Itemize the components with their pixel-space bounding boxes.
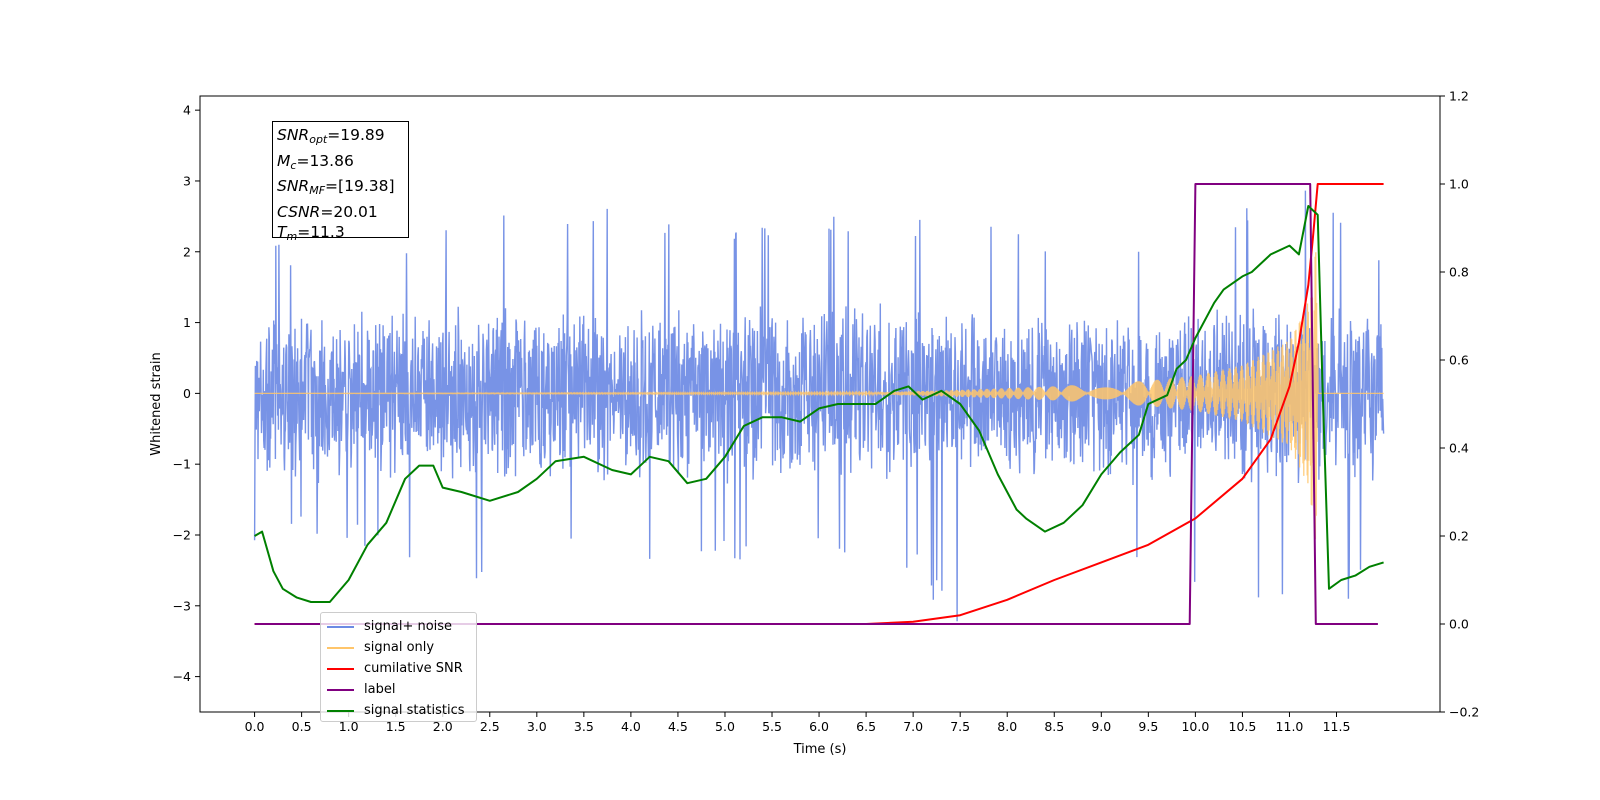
x-tick-label: 0.5: [292, 719, 312, 734]
x-tick-label: 9.0: [1091, 719, 1111, 734]
x-tick-label: 6.0: [809, 719, 829, 734]
csnr-line: CSNR=20.01: [277, 202, 378, 221]
x-tick-label: 2.0: [433, 719, 453, 734]
y-tick-label-left: 0: [183, 386, 191, 401]
y-tick-label-left: −4: [173, 669, 191, 684]
mc-value: 13.86: [309, 151, 354, 170]
y-tick-label-left: −1: [173, 457, 191, 472]
legend-label: label: [364, 682, 396, 697]
csnr-value: 20.01: [333, 202, 378, 221]
series-signal-statistics: [254, 205, 1384, 603]
series-signal-only: [254, 252, 1384, 540]
y-tick-label-right: 0.4: [1449, 441, 1469, 456]
x-axis-label: Time (s): [793, 742, 847, 757]
snr-opt-line: SNRopt=19.89: [277, 126, 385, 146]
y-tick-label-right: 0.8: [1449, 265, 1469, 280]
legend-item-signal-noise: signal+ noise: [327, 616, 476, 637]
legend-swatch: [327, 688, 354, 691]
plot-frame: [199, 95, 1441, 713]
legend-label: signal only: [364, 640, 435, 655]
x-tick-label: 7.0: [903, 719, 923, 734]
legend-item-cumulative-snr: cumilative SNR: [327, 658, 476, 679]
tm-line: Tm=11.3: [277, 223, 345, 243]
y-axis-label-left: Whitened strain: [149, 352, 164, 455]
snr-opt-value: 19.89: [340, 126, 385, 144]
legend-item-label: label: [327, 679, 476, 700]
x-tick-label: 3.0: [527, 719, 547, 734]
x-tick-label: 8.5: [1044, 719, 1064, 734]
legend-swatch: [327, 625, 354, 628]
y-tick-label-right: −0.2: [1449, 705, 1479, 720]
x-tick-label: 1.5: [386, 719, 406, 734]
y-tick-label-left: 1: [183, 315, 191, 330]
y-tick-label-right: 1.2: [1449, 89, 1469, 104]
x-tick-label: 11.0: [1276, 719, 1304, 734]
legend-label: cumilative SNR: [364, 661, 463, 676]
legend-swatch: [327, 667, 354, 670]
x-tick-label: 10.5: [1229, 719, 1257, 734]
legend-swatch: [327, 646, 354, 649]
y-tick-label-left: −2: [173, 527, 191, 542]
snr-mf-line: SNRMF=[19.38]: [277, 177, 395, 197]
legend-item-signal-statistics: signal statistics: [327, 700, 476, 721]
x-tick-label: 1.0: [339, 719, 359, 734]
y-tick-label-left: 2: [183, 244, 191, 259]
series-label: [254, 183, 1378, 625]
x-tick-label: 11.5: [1323, 719, 1351, 734]
x-tick-label: 0.0: [245, 719, 265, 734]
y-tick-label-right: 1.0: [1449, 177, 1469, 192]
snr-annotation-box: SNRopt=19.89 Mc=13.86 SNRMF=[19.38] CSNR…: [272, 121, 409, 243]
snr-mf-value: [19.38]: [338, 177, 395, 195]
y-tick-label-left: 4: [183, 103, 191, 118]
legend-item-signal-only: signal only: [327, 637, 476, 658]
x-tick-label: 3.5: [574, 719, 594, 734]
y-tick-label-left: −3: [173, 598, 191, 613]
legend-label: signal statistics: [364, 703, 465, 718]
x-tick-label: 9.5: [1138, 719, 1158, 734]
y-tick-label-right: 0.2: [1449, 529, 1469, 544]
x-tick-label: 8.0: [997, 719, 1017, 734]
x-tick-label: 4.5: [668, 719, 688, 734]
x-tick-label: 5.5: [762, 719, 782, 734]
legend-swatch: [327, 709, 354, 712]
mc-line: Mc=13.86: [277, 151, 354, 172]
x-tick-label: 7.5: [950, 719, 970, 734]
legend: signal+ noise signal only cumilative SNR…: [320, 612, 477, 722]
y-tick-label-right: 0.6: [1449, 353, 1469, 368]
x-tick-label: 6.5: [856, 719, 876, 734]
y-tick-label-right: 0.0: [1449, 617, 1469, 632]
x-tick-label: 10.0: [1181, 719, 1209, 734]
legend-label: signal+ noise: [364, 619, 453, 634]
x-tick-label: 2.5: [480, 719, 500, 734]
series-cumulative-snr: [254, 183, 1384, 625]
tm-value: 11.3: [310, 223, 345, 241]
x-tick-label: 5.0: [715, 719, 735, 734]
x-tick-label: 4.0: [621, 719, 641, 734]
y-tick-label-left: 3: [183, 173, 191, 188]
